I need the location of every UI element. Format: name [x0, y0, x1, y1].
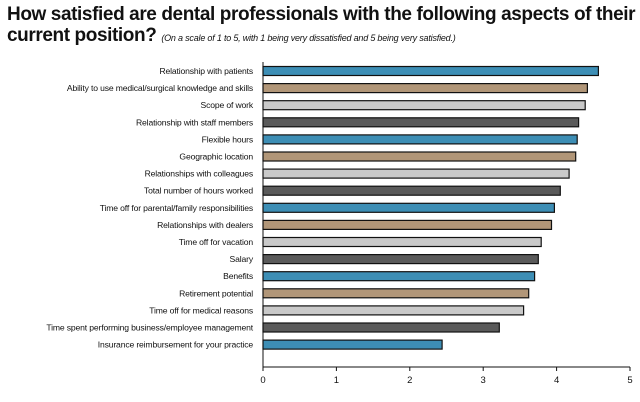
category-label-benefits: Benefits — [223, 271, 253, 281]
x-tick-label-3: 3 — [481, 375, 486, 386]
bar-relationship-with-staff-members — [262, 117, 580, 128]
bar-relationship-with-patients — [262, 65, 599, 77]
category-label-time-spent-performing-business-employee-management: Time spent performing business/employee … — [46, 323, 253, 333]
bar-time-off-for-medical-reasons — [262, 305, 525, 316]
bar-retirement-potential — [262, 288, 530, 299]
bar-time-spent-performing-business-employee-management — [262, 322, 500, 333]
category-label-relationship-with-staff-members: Relationship with staff members — [136, 117, 253, 127]
chart-title: How satisfied are dental professionals w… — [7, 4, 637, 49]
x-tick-label-5: 5 — [627, 375, 632, 386]
bar-time-off-for-parental-family-responsibilities — [262, 202, 555, 213]
category-label-time-off-for-parental-family-responsibilities: Time off for parental/family responsibil… — [100, 203, 253, 213]
bar-benefits — [262, 271, 536, 282]
category-label-salary: Salary — [230, 254, 254, 264]
x-tick-label-0: 0 — [260, 375, 265, 386]
category-label-total-number-of-hours-worked: Total number of hours worked — [144, 186, 253, 196]
category-label-relationships-with-colleagues: Relationships with colleagues — [145, 169, 253, 179]
chart-subtitle: (On a scale of 1 to 5, with 1 being very… — [161, 33, 456, 43]
bar-scope-of-work — [262, 100, 586, 111]
category-label-time-off-for-vacation: Time off for vacation — [179, 237, 254, 247]
bar-ability-to-use-medical-surgical-knowledge-and-skills — [262, 82, 588, 94]
category-label-relationship-with-patients: Relationship with patients — [159, 66, 253, 76]
bar-group — [262, 65, 599, 350]
category-label-geographic-location: Geographic location — [179, 152, 253, 162]
bar-insurance-reimbursement-for-your-practice — [262, 339, 443, 350]
bar-flexible-hours — [262, 134, 578, 145]
bar-geographic-location — [262, 151, 577, 162]
chart-title-text: How satisfied are dental professionals w… — [7, 4, 636, 46]
category-label-time-off-for-medical-reasons: Time off for medical reasons — [149, 305, 253, 315]
x-tick-label-4: 4 — [554, 375, 559, 386]
category-labels: Relationship with patients Ability to use… — [46, 66, 254, 350]
category-label-relationships-with-dealers: Relationships with dealers — [157, 220, 253, 230]
category-label-flexible-hours: Flexible hours — [202, 134, 253, 144]
category-label-insurance-reimbursement-for-your-practice: Insurance reimbursement for your practic… — [98, 340, 254, 350]
bar-time-off-for-vacation — [262, 236, 542, 248]
category-label-scope-of-work: Scope of work — [200, 100, 253, 110]
bar-total-number-of-hours-worked — [262, 185, 561, 196]
bar-salary — [262, 254, 539, 265]
x-axis: 0 1 2 3 4 5 — [260, 62, 633, 386]
x-tick-label-1: 1 — [334, 375, 339, 386]
category-label-retirement-potential: Retirement potential — [179, 288, 253, 298]
bar-relationships-with-dealers — [262, 219, 553, 230]
x-tick-label-2: 2 — [407, 375, 412, 386]
bar-relationships-with-colleagues — [262, 168, 570, 179]
category-label-ability-to-use-medical-surgical-knowledge-and-skills: Ability to use medical/surgical knowledg… — [67, 83, 253, 93]
